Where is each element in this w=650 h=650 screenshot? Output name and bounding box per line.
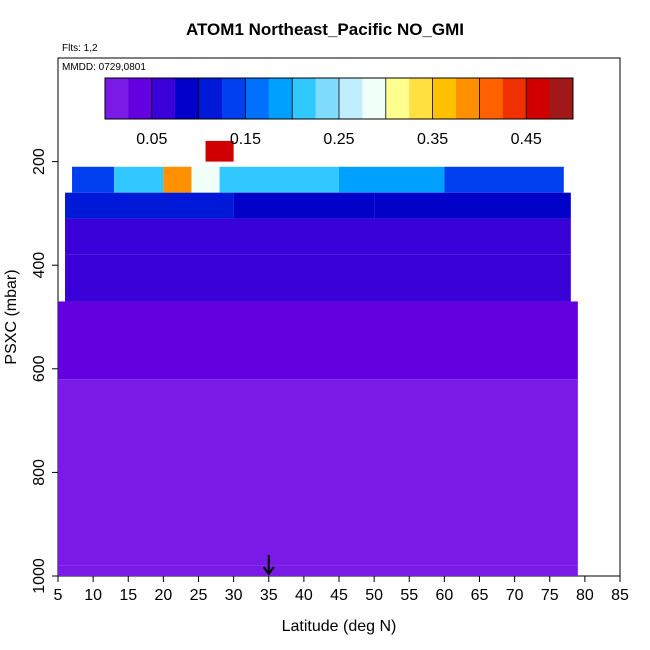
y-axis-label: PSXC (mbar)	[3, 269, 20, 364]
x-tick-label: 5	[54, 587, 63, 604]
heatmap-cell	[65, 218, 571, 255]
x-tick-label: 70	[506, 587, 524, 604]
colorbar-swatch	[292, 78, 317, 119]
colorbar-tick-label: 0.05	[136, 131, 167, 148]
latitude-marker-arrow	[262, 555, 275, 576]
colorbar-swatch	[128, 78, 153, 119]
heatmap-cells	[58, 140, 578, 576]
flights-note: Flts: 1,2	[62, 43, 98, 54]
colorbar-swatch	[175, 78, 200, 119]
x-tick-label: 65	[471, 587, 489, 604]
colorbar-swatch	[432, 78, 457, 119]
x-tick-label: 45	[330, 587, 348, 604]
x-axis: 5 10 15 20 25 30 35 40 45 50 55 60 65 70 75 80 85	[54, 576, 629, 604]
x-tick-label: 40	[295, 587, 313, 604]
colorbar-tick-label: 0.25	[323, 131, 354, 148]
x-tick-label: 75	[541, 587, 559, 604]
colorbar-swatch	[198, 78, 223, 119]
heatmap-cell	[58, 565, 578, 576]
x-tick-label: 15	[119, 587, 137, 604]
x-tick-label: 85	[611, 587, 629, 604]
heatmap-cell	[58, 301, 578, 380]
colorbar-swatch	[502, 78, 527, 119]
y-tick-label: 200	[31, 148, 48, 175]
y-axis: 200 400 600 800 1000	[31, 148, 58, 594]
x-tick-label: 55	[400, 587, 418, 604]
heatmap-cell	[65, 254, 571, 302]
x-axis-label: Latitude (deg N)	[282, 618, 397, 635]
colorbar-swatch	[105, 78, 129, 119]
date-note: MMDD: 0729,0801	[62, 62, 146, 73]
colorbar-swatch	[409, 78, 434, 119]
x-tick-label: 50	[365, 587, 383, 604]
y-tick-label: 600	[31, 355, 48, 382]
x-tick-label: 80	[576, 587, 594, 604]
heatmap-cell	[339, 166, 445, 193]
colorbar-swatch	[549, 78, 574, 119]
heatmap-cell	[444, 166, 564, 193]
colorbar-swatch	[479, 78, 504, 119]
colorbar-swatch	[315, 78, 340, 119]
chart-title: ATOM1 Northeast_Pacific NO_GMI	[185, 20, 465, 39]
colorbar-swatch	[385, 78, 410, 119]
x-tick-label: 60	[435, 587, 453, 604]
x-tick-label: 10	[84, 587, 102, 604]
heatmap-cell	[374, 192, 571, 219]
colorbar-tick-label: 0.15	[230, 131, 261, 148]
heatmap-cell	[219, 166, 339, 193]
colorbar-swatch	[339, 78, 363, 119]
heatmap-cell	[114, 166, 164, 193]
y-tick-label: 400	[31, 252, 48, 279]
heatmap-cell	[72, 166, 115, 193]
x-tick-label: 20	[154, 587, 172, 604]
y-tick-label: 1000	[31, 558, 48, 594]
colorbar-tick-label: 0.45	[511, 131, 542, 148]
colorbar-tick-label: 0.35	[417, 131, 448, 148]
colorbar-swatch	[362, 78, 387, 119]
heatmap-cell	[205, 140, 234, 162]
y-tick-label: 800	[31, 459, 48, 486]
colorbar-swatch	[268, 78, 293, 119]
marker-head	[262, 566, 275, 576]
heatmap-cell	[191, 166, 220, 193]
heatmap-cell	[163, 166, 192, 193]
colorbar: 0.05 0.15 0.25 0.35 0.45	[104, 77, 574, 148]
colorbar-swatch	[245, 78, 270, 119]
heatmap-cell	[65, 192, 234, 219]
colorbar-swatch	[151, 78, 176, 119]
x-tick-label: 25	[190, 587, 208, 604]
heatmap-cell	[58, 379, 578, 566]
colorbar-swatch	[456, 78, 480, 119]
x-tick-label: 30	[225, 587, 243, 604]
x-tick-label: 35	[260, 587, 278, 604]
heatmap-cell	[233, 192, 375, 219]
colorbar-swatch	[222, 78, 246, 119]
colorbar-swatch	[526, 78, 551, 119]
colorbar-frame	[104, 77, 574, 120]
